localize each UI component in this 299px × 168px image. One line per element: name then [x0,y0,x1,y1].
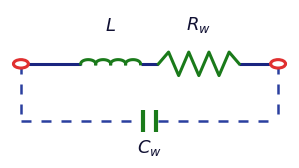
Text: $R_w$: $R_w$ [186,15,211,35]
Text: $C_w$: $C_w$ [137,138,162,158]
Text: $L$: $L$ [105,17,116,35]
Circle shape [13,60,28,68]
Circle shape [271,60,286,68]
